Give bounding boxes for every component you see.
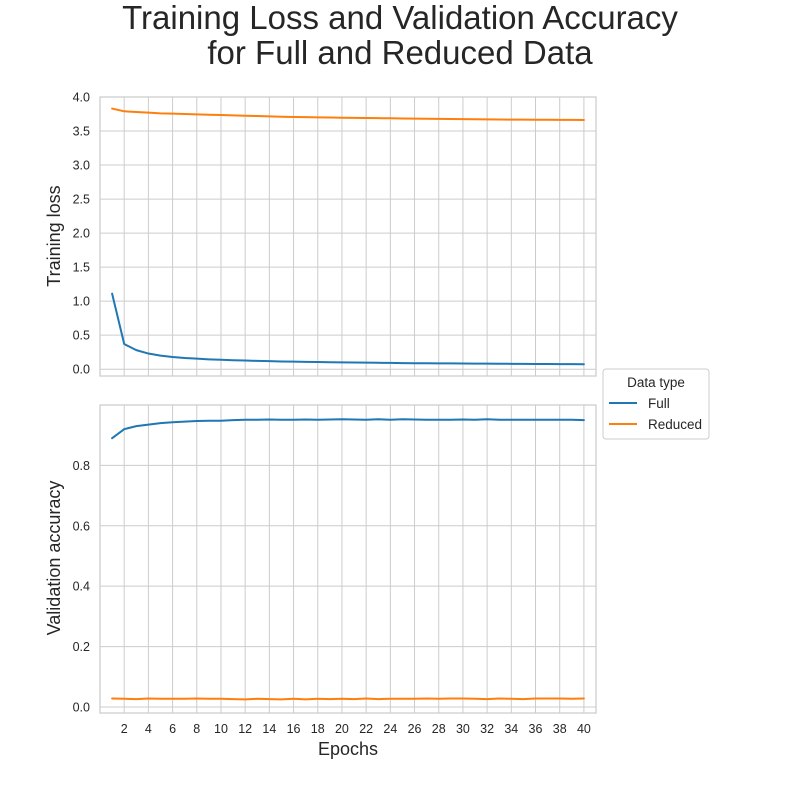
- y-tick-label: 3.0: [73, 159, 90, 173]
- loss-line-full: [111, 292, 585, 366]
- chart-title-line-1: Training Loss and Validation Accuracy: [122, 0, 678, 36]
- x-tick-label: 34: [504, 722, 518, 736]
- chart-title-line-2: for Full and Reduced Data: [207, 34, 593, 71]
- legend-frame: [602, 368, 710, 440]
- y-tick-label: 0.2: [73, 640, 90, 654]
- validation-accuracy-panel: 0.00.20.40.60.82 4 6 8 10 12 14 16 18 20 22 24 26 28 3…: [73, 404, 597, 736]
- legend-label-reduced: Reduced: [648, 417, 702, 432]
- x-tick-label: 10: [214, 722, 228, 736]
- training-loss-panel: 0.0 0.5 1.0 1.5 2.0 2.5 3.0 3.5 4.0: [73, 91, 597, 377]
- plot-frame: [99, 96, 597, 377]
- x-tick-label: 14: [262, 722, 276, 736]
- x-tick-label: 4: [145, 722, 152, 736]
- y-tick-label: 3.5: [73, 125, 90, 139]
- y-tick-label: 1.0: [73, 295, 90, 309]
- x-tick-label: 8: [193, 722, 200, 736]
- accuracy-line-full: [111, 418, 585, 440]
- x-tick-label: 36: [529, 722, 543, 736]
- x-tick-label: 30: [456, 722, 470, 736]
- loss-line-reduced: [111, 107, 585, 121]
- accuracy-line-reduced: [111, 697, 585, 701]
- x-tick-label: 24: [383, 722, 397, 736]
- y-tick-label: 0.8: [73, 459, 90, 473]
- y-tick-label: 0.0: [73, 700, 90, 714]
- y-tick-label: 0.4: [73, 580, 90, 594]
- y-tick-label: 1.5: [73, 261, 90, 275]
- x-tick-label: 22: [359, 722, 373, 736]
- x-tick-label: 38: [553, 722, 567, 736]
- x-tick-label: 16: [287, 722, 301, 736]
- y-axis-label-validation-accuracy: Validation accuracy: [44, 481, 64, 636]
- y-tick-label: 2.0: [73, 227, 90, 241]
- x-tick-label: 28: [432, 722, 446, 736]
- legend-title: Data type: [627, 375, 685, 390]
- x-tick-label: 6: [169, 722, 176, 736]
- x-tick-label: 32: [480, 722, 494, 736]
- legend-label-full: Full: [648, 396, 670, 411]
- x-tick-label: 26: [408, 722, 422, 736]
- x-tick-label: 18: [311, 722, 325, 736]
- legend: Data type Full Reduced: [602, 368, 710, 440]
- y-tick-label: 0.6: [73, 519, 90, 533]
- y-tick-label: 4.0: [73, 91, 90, 105]
- x-tick-label: 2: [121, 722, 128, 736]
- y-tick-label: 0.5: [73, 329, 90, 343]
- y-axis-label-training-loss: Training loss: [44, 185, 64, 286]
- y-tick-label: 0.0: [73, 363, 90, 377]
- x-axis-label-epochs: Epochs: [318, 739, 378, 759]
- x-tick-label: 40: [577, 722, 591, 736]
- plot-frame: [99, 404, 597, 714]
- y-tick-label: 2.5: [73, 193, 90, 207]
- x-tick-label: 12: [238, 722, 252, 736]
- x-tick-label: 20: [335, 722, 349, 736]
